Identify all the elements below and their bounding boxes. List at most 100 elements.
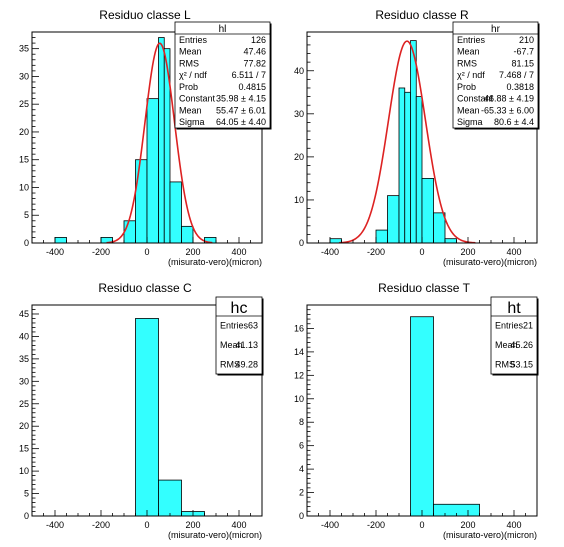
y-tick-label: 10 bbox=[294, 394, 304, 404]
histogram-bar bbox=[375, 229, 388, 244]
stats-row-label: Constant bbox=[457, 94, 494, 104]
stats-row-value: 0.3818 bbox=[506, 82, 534, 92]
stats-row-label: Entries bbox=[220, 321, 249, 331]
stats-box: hr Entries 210 Mean -67.7 RMS 81.15 χ² / ndf 7.4… bbox=[452, 21, 540, 130]
stats-row-value: 81.15 bbox=[511, 58, 534, 68]
x-tick-label: -400 bbox=[321, 247, 339, 257]
y-tick-label: 12 bbox=[294, 370, 304, 380]
y-tick-label: 20 bbox=[19, 127, 29, 137]
stats-row-value: 55.47 ± 6.01 bbox=[216, 105, 266, 115]
y-tick-label: 0 bbox=[24, 238, 29, 248]
y-tick-label: 15 bbox=[19, 444, 29, 454]
stats-box-frame bbox=[490, 296, 538, 375]
y-tick-label: 6 bbox=[299, 441, 304, 451]
x-axis-label: (misurato-vero)(micron) bbox=[168, 257, 262, 267]
stats-row-label: Sigma bbox=[457, 117, 483, 127]
y-tick-label: 10 bbox=[294, 195, 304, 205]
stats-row-label: Mean bbox=[457, 47, 480, 57]
y-tick-label: 4 bbox=[299, 464, 304, 474]
stats-row-label: RMS bbox=[220, 359, 240, 369]
y-tick-label: 30 bbox=[19, 376, 29, 386]
stats-row-value: 46.88 ± 4.19 bbox=[484, 94, 534, 104]
x-tick-label: 400 bbox=[231, 247, 246, 257]
stats-row-label: Mean bbox=[220, 340, 243, 350]
x-tick-label: -400 bbox=[46, 520, 64, 530]
y-tick-label: 40 bbox=[294, 66, 304, 76]
stats-row-label: Mean bbox=[179, 47, 202, 57]
histogram-bar bbox=[444, 238, 457, 244]
y-tick-label: 5 bbox=[24, 210, 29, 220]
stats-row-value: 6.511 / 7 bbox=[232, 70, 266, 80]
x-axis-label: (misurato-vero)(micron) bbox=[443, 530, 537, 540]
stats-box-name: hr bbox=[491, 24, 501, 35]
y-tick-label: 20 bbox=[294, 152, 304, 162]
histogram-bar bbox=[169, 181, 182, 244]
x-tick-label: 0 bbox=[419, 520, 424, 530]
histogram-panel: Residuo classe C -400 -200 0 200 400 0 5 10 15 20 2… bbox=[19, 281, 264, 540]
x-tick-label: 200 bbox=[460, 247, 475, 257]
histogram-panel: Residuo classe L -400 -200 0 200 400 0 5 10 15 20 2… bbox=[19, 8, 272, 267]
stats-row-value: 47.46 bbox=[243, 47, 266, 57]
x-tick-label: -400 bbox=[46, 247, 64, 257]
y-tick-label: 0 bbox=[299, 238, 304, 248]
stats-row-label: Mean bbox=[179, 105, 202, 115]
histogram-bar bbox=[410, 316, 434, 517]
stats-row-value: -67.7 bbox=[513, 47, 534, 57]
y-tick-label: 30 bbox=[19, 71, 29, 81]
stats-box-frame bbox=[174, 21, 271, 129]
stats-row-value: 63 bbox=[248, 321, 258, 331]
histogram-bar bbox=[54, 237, 67, 244]
chart-title: Residuo classe C bbox=[98, 281, 192, 295]
x-tick-label: 200 bbox=[185, 520, 200, 530]
y-tick-label: 30 bbox=[294, 109, 304, 119]
stats-row-label: Sigma bbox=[179, 117, 205, 127]
histogram-bar bbox=[123, 220, 136, 244]
y-tick-label: 14 bbox=[294, 347, 304, 357]
x-tick-label: 400 bbox=[506, 247, 521, 257]
y-tick-label: 8 bbox=[299, 417, 304, 427]
gaussian-fit-curve bbox=[339, 40, 476, 244]
stats-row-value: 53.15 bbox=[510, 359, 533, 369]
histogram-bar bbox=[158, 479, 182, 517]
stats-row-label: χ² / ndf bbox=[457, 70, 485, 80]
histogram-bar bbox=[410, 40, 417, 244]
stats-row-value: 21 bbox=[523, 321, 533, 331]
x-tick-label: 200 bbox=[185, 247, 200, 257]
y-tick-label: 35 bbox=[19, 354, 29, 364]
x-tick-label: -400 bbox=[321, 520, 339, 530]
histogram-bar bbox=[158, 37, 165, 244]
x-axis-label: (misurato-vero)(micron) bbox=[168, 530, 262, 540]
stats-row-label: Mean bbox=[495, 340, 518, 350]
stats-row-value: 64.05 ± 4.40 bbox=[216, 117, 266, 127]
y-tick-label: 2 bbox=[299, 488, 304, 498]
histogram-bar bbox=[433, 212, 446, 244]
y-tick-label: 5 bbox=[24, 489, 29, 499]
stats-row-label: RMS bbox=[495, 359, 515, 369]
stats-box-name: hl bbox=[219, 24, 227, 35]
stats-row-value: 0.4815 bbox=[238, 82, 266, 92]
y-tick-label: 45 bbox=[19, 309, 29, 319]
y-tick-label: 25 bbox=[19, 99, 29, 109]
stats-box-frame bbox=[215, 296, 263, 375]
stats-row-value: 77.82 bbox=[243, 58, 266, 68]
stats-row-value: 210 bbox=[519, 35, 534, 45]
stats-row-value: 80.6 ± 4.4 bbox=[494, 117, 534, 127]
y-tick-label: 10 bbox=[19, 182, 29, 192]
stats-box: hl Entries 126 Mean 47.46 RMS 77.82 χ² / ndf 6.5… bbox=[174, 21, 272, 130]
gaussian-fit-curve bbox=[106, 42, 213, 244]
stats-row-value: -65.33 ± 6.00 bbox=[481, 105, 534, 115]
stats-box-name: hc bbox=[231, 300, 248, 317]
stats-row-label: Prob bbox=[457, 82, 476, 92]
x-tick-label: -200 bbox=[92, 520, 110, 530]
chart-title: Residuo classe T bbox=[378, 281, 470, 295]
histogram-bar bbox=[135, 159, 148, 244]
y-tick-label: 10 bbox=[19, 466, 29, 476]
x-tick-label: 400 bbox=[231, 520, 246, 530]
stats-row-label: Constant bbox=[179, 94, 216, 104]
stats-row-label: Entries bbox=[179, 35, 208, 45]
x-tick-label: -200 bbox=[367, 520, 385, 530]
stats-row-value: 126 bbox=[251, 35, 266, 45]
